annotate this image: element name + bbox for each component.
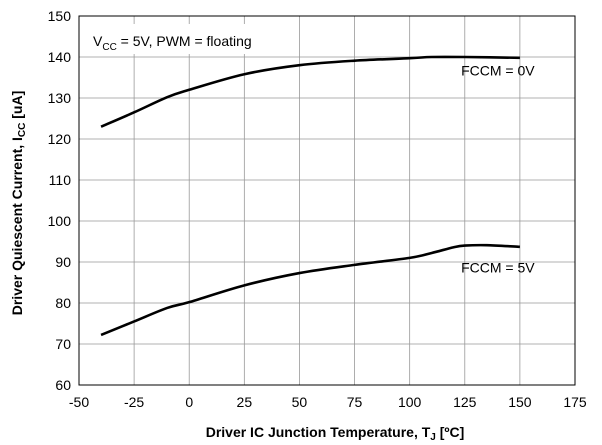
y-tick-label: 70	[55, 336, 71, 352]
x-tick-label: -50	[69, 394, 89, 410]
annotation-prefix: V	[93, 33, 103, 49]
y-tick-labels: 60 70 80 90 100 110 120 130 140 150	[48, 8, 72, 393]
y-axis-title-subscript: CC	[17, 123, 28, 137]
annotation-box	[86, 24, 298, 54]
x-tick-label: 125	[453, 394, 477, 410]
y-axis-title: Driver Quiescent Current, ICC [uA]	[9, 91, 28, 316]
x-tick-label: 50	[292, 394, 308, 410]
y-tick-label: 120	[48, 131, 72, 147]
conditions-annotation: VCC = 5V, PWM = floating	[93, 33, 252, 53]
y-tick-label: 140	[48, 49, 72, 65]
x-tick-label: -25	[124, 394, 144, 410]
series-line-2	[100, 243, 520, 337]
x-axis-title-tail: [ºC]	[436, 424, 464, 440]
y-tick-label: 60	[55, 377, 71, 393]
x-axis-title-subscript: J	[430, 432, 436, 443]
x-tick-labels: -50 -25 0 25 50 75 100 125 150 175	[69, 394, 587, 410]
x-tick-label: 25	[237, 394, 253, 410]
series-line-1	[100, 55, 520, 128]
y-axis-title-main: Driver Quiescent Current, I	[9, 137, 25, 315]
y-tick-label: 130	[48, 90, 72, 106]
x-tick-label: 0	[185, 394, 193, 410]
annotation-suffix: = 5V, PWM = floating	[117, 33, 252, 49]
annotation-subscript: CC	[102, 42, 116, 53]
series-lines	[100, 55, 520, 337]
x-tick-label: 150	[508, 394, 532, 410]
y-axis-title-tail: [uA]	[9, 91, 25, 123]
x-tick-label: 175	[563, 394, 587, 410]
y-tick-label: 110	[49, 172, 72, 188]
y-tick-label: 90	[55, 254, 71, 270]
y-tick-label: 150	[48, 8, 72, 24]
series-labels: FCCM = 0V FCCM = 5V	[461, 62, 535, 275]
x-tick-label: 75	[347, 394, 363, 410]
series-label-2: FCCM = 5V	[461, 259, 535, 275]
y-tick-label: 80	[55, 295, 71, 311]
y-tick-label: 100	[48, 213, 72, 229]
x-axis-title-main: Driver IC Junction Temperature, T	[206, 424, 431, 440]
series-label-1: FCCM = 0V	[461, 62, 535, 78]
x-axis-title: Driver IC Junction Temperature, TJ [ºC]	[206, 424, 465, 443]
x-tick-label: 100	[398, 394, 422, 410]
plot-frame	[78, 15, 576, 386]
